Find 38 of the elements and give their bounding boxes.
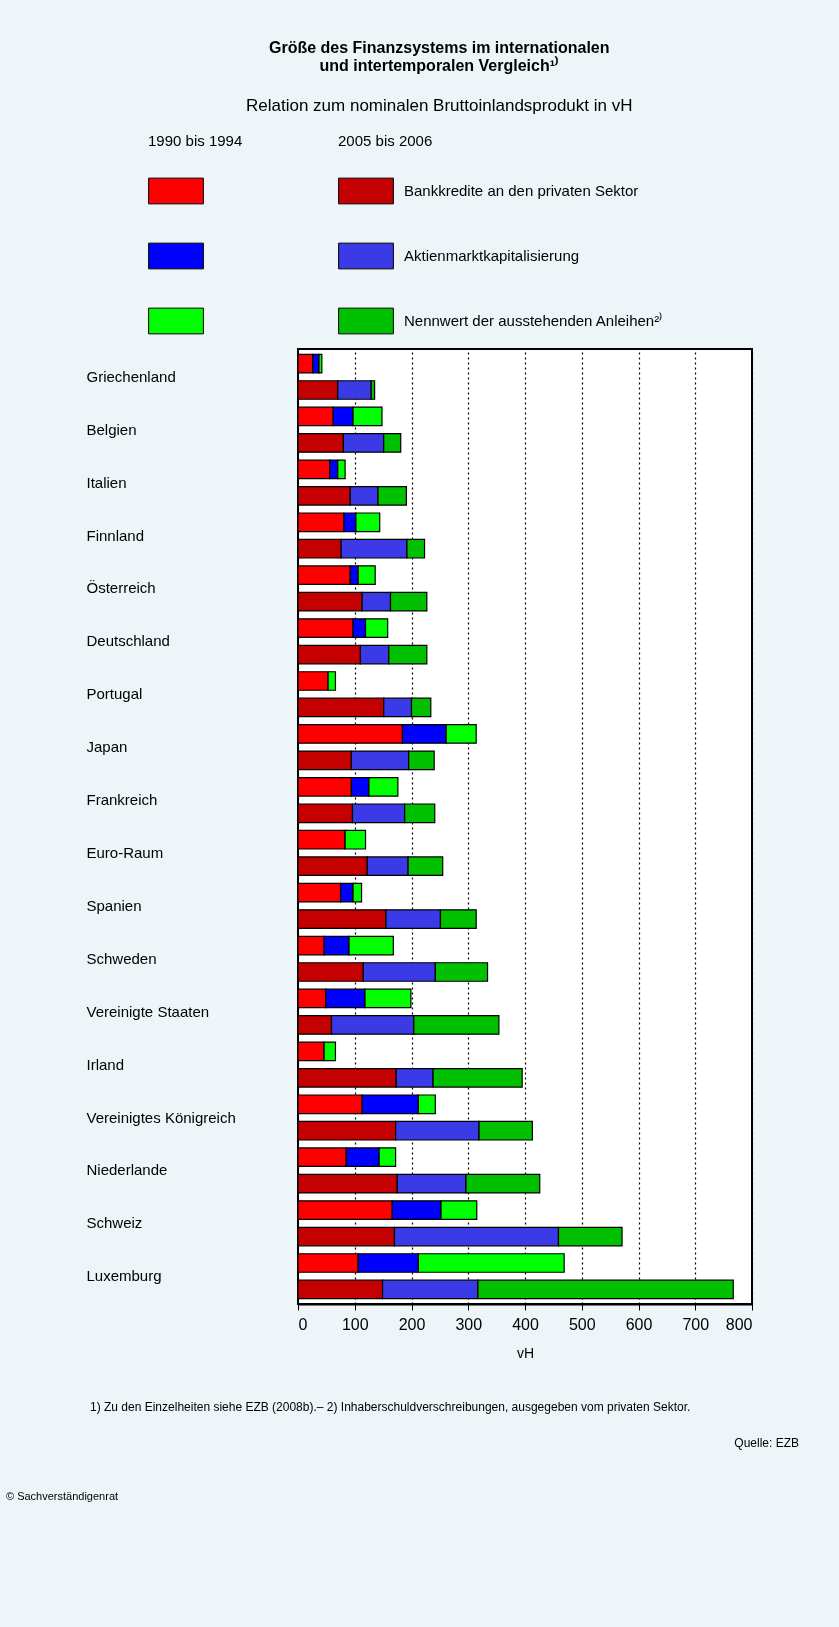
x-tick-label: 100 <box>341 1315 369 1333</box>
x-tick-label: 600 <box>625 1315 653 1333</box>
y-tick-label: Schweden <box>86 949 157 967</box>
text: 1) Zu den Einzelheiten siehe EZB (2008b).– 2) Inhaberschuldverschreibungen, ausgegeben vom privaten Sektor. <box>89 1399 692 1414</box>
text: 1990 bis 1994 <box>148 132 243 149</box>
y-tick-label: Italien <box>86 473 127 491</box>
x-tick-label: 400 <box>512 1315 539 1333</box>
y-tick-label: Belgien <box>86 420 137 438</box>
x-tick-label: 500 <box>568 1315 596 1333</box>
y-tick-label: Österreich <box>86 579 156 597</box>
y-tick-label: Luxemburg <box>86 1267 162 1285</box>
x-tick-label: 800 <box>725 1315 753 1333</box>
y-tick-label: Euro-Raum <box>86 843 164 861</box>
text: © Sachverständigenrat <box>5 1489 120 1502</box>
x-tick-label: 200 <box>398 1315 426 1333</box>
y-tick-label: Niederlande <box>86 1161 168 1179</box>
y-tick-label: Griechenland <box>86 367 176 385</box>
chart-subtitle: Relation zum nominalen Bruttoinlandsprodukt in vH <box>246 96 633 115</box>
legend-label: Bankkredite an den privaten Sektor <box>404 182 639 199</box>
legend-label: Aktienmarktkapitalisierung <box>404 247 580 264</box>
y-tick-label: Finnland <box>86 526 145 544</box>
x-tick-label: 0 <box>298 1315 308 1333</box>
text: 2005 bis 2006 <box>338 132 433 149</box>
y-tick-label: Irland <box>86 1055 125 1073</box>
y-tick-label: Vereinigte Staaten <box>86 1002 210 1020</box>
y-tick-label: Deutschland <box>86 632 170 650</box>
x-axis-title: vH <box>516 1344 535 1361</box>
y-tick-label: Portugal <box>86 685 143 703</box>
source-note: Quelle: EZB <box>733 1435 800 1450</box>
chart-title: Größe des Finanzsystems im internationalen und intertemporalen Vergleich¹⁾ <box>268 39 610 74</box>
y-tick-label: Vereinigtes Königreich <box>86 1108 236 1126</box>
legend-label: Nennwert der ausstehenden Anleihen²⁾ <box>404 312 663 329</box>
y-tick-label: Japan <box>86 738 128 756</box>
y-tick-label: Frankreich <box>86 791 158 809</box>
x-tick-label: 300 <box>455 1315 483 1333</box>
y-tick-label: Schweiz <box>86 1214 143 1232</box>
x-tick-label: 700 <box>682 1315 710 1333</box>
y-tick-label: Spanien <box>86 896 142 914</box>
